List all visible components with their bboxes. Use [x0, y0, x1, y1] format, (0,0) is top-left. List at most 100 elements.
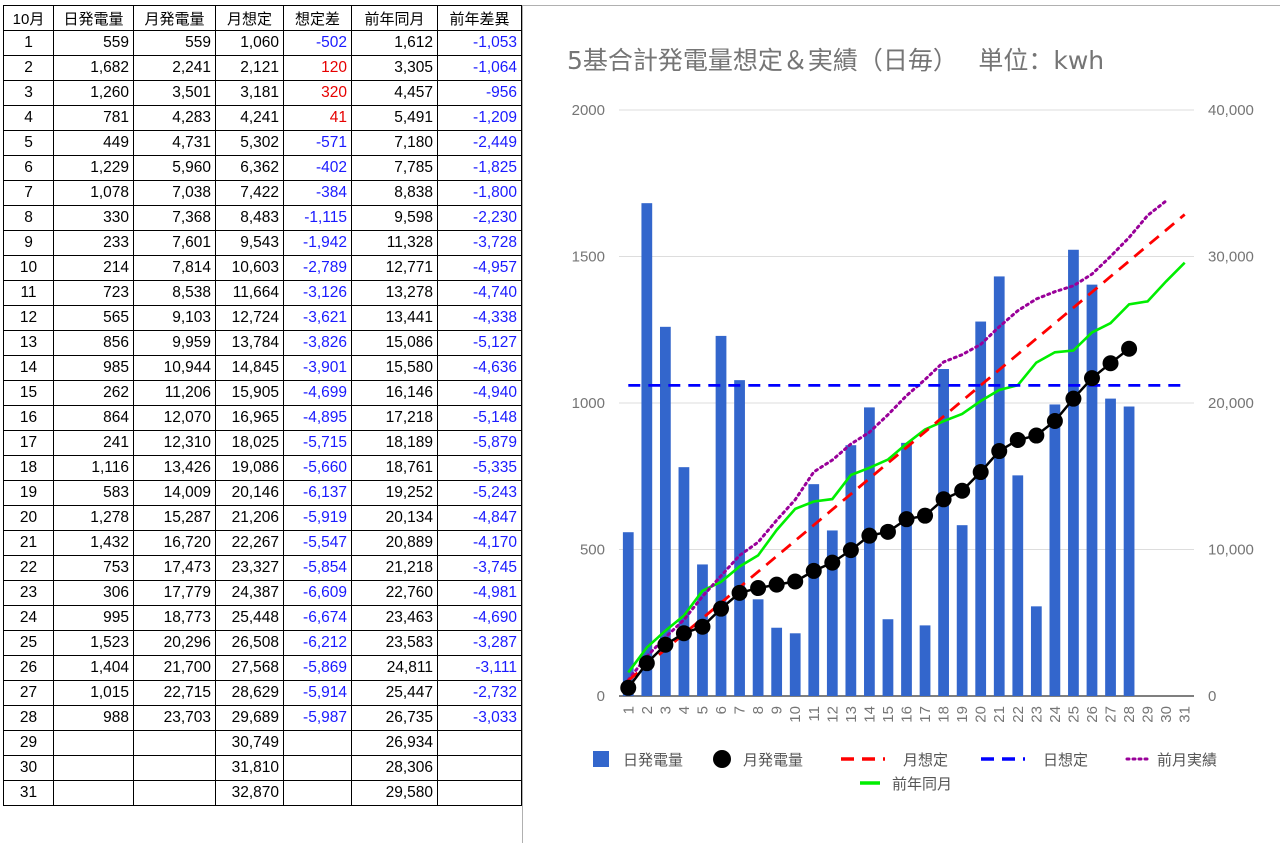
cell-forecast-diff[interactable]: -3,621 — [283, 305, 352, 331]
cell-daily[interactable] — [53, 755, 134, 781]
cell-forecast[interactable]: 21,206 — [215, 505, 284, 531]
cell-forecast[interactable]: 29,689 — [215, 705, 284, 731]
cell-day[interactable]: 3 — [3, 80, 54, 106]
cell-last-year[interactable]: 17,218 — [351, 405, 438, 431]
cell-monthly[interactable]: 16,720 — [133, 530, 216, 556]
cell-last-year[interactable]: 20,889 — [351, 530, 438, 556]
cell-monthly[interactable]: 8,538 — [133, 280, 216, 306]
cell-day[interactable]: 15 — [3, 380, 54, 406]
cell-day[interactable]: 8 — [3, 205, 54, 231]
cell-monthly[interactable]: 22,715 — [133, 680, 216, 706]
cell-last-year-diff[interactable]: -1,800 — [437, 180, 522, 206]
cell-monthly[interactable]: 9,103 — [133, 305, 216, 331]
cell-last-year[interactable]: 28,306 — [351, 755, 438, 781]
cell-last-year[interactable]: 29,580 — [351, 780, 438, 806]
cell-last-year[interactable]: 13,278 — [351, 280, 438, 306]
cell-last-year-diff[interactable]: -1,209 — [437, 105, 522, 131]
cell-last-year-diff[interactable]: -5,148 — [437, 405, 522, 431]
cell-forecast[interactable]: 16,965 — [215, 405, 284, 431]
cell-forecast[interactable]: 22,267 — [215, 530, 284, 556]
cell-daily[interactable]: 995 — [53, 605, 134, 631]
cell-last-year-diff[interactable]: -3,728 — [437, 230, 522, 256]
cell-forecast-diff[interactable]: -5,547 — [283, 530, 352, 556]
header-month[interactable]: 10月 — [3, 5, 54, 31]
cell-last-year-diff[interactable] — [437, 780, 522, 806]
cell-forecast-diff[interactable] — [283, 780, 352, 806]
cell-last-year-diff[interactable]: -4,636 — [437, 355, 522, 381]
cell-last-year-diff[interactable]: -956 — [437, 80, 522, 106]
cell-daily[interactable] — [53, 730, 134, 756]
cell-day[interactable]: 9 — [3, 230, 54, 256]
cell-day[interactable]: 19 — [3, 480, 54, 506]
cell-day[interactable]: 28 — [3, 705, 54, 731]
cell-monthly[interactable]: 12,070 — [133, 405, 216, 431]
cell-last-year[interactable]: 26,735 — [351, 705, 438, 731]
cell-forecast[interactable]: 2,121 — [215, 55, 284, 81]
cell-daily[interactable]: 214 — [53, 255, 134, 281]
cell-day[interactable]: 16 — [3, 405, 54, 431]
cell-monthly[interactable]: 2,241 — [133, 55, 216, 81]
cell-forecast[interactable]: 1,060 — [215, 30, 284, 56]
cell-daily[interactable]: 985 — [53, 355, 134, 381]
cell-daily[interactable]: 723 — [53, 280, 134, 306]
cell-last-year[interactable]: 21,218 — [351, 555, 438, 581]
cell-last-year[interactable]: 7,180 — [351, 130, 438, 156]
cell-daily[interactable]: 1,078 — [53, 180, 134, 206]
cell-forecast-diff[interactable]: 41 — [283, 105, 352, 131]
cell-forecast[interactable]: 14,845 — [215, 355, 284, 381]
cell-forecast-diff[interactable] — [283, 730, 352, 756]
cell-forecast-diff[interactable]: -5,919 — [283, 505, 352, 531]
cell-forecast-diff[interactable] — [283, 755, 352, 781]
cell-day[interactable]: 17 — [3, 430, 54, 456]
cell-forecast-diff[interactable]: -5,914 — [283, 680, 352, 706]
cell-monthly[interactable]: 7,601 — [133, 230, 216, 256]
cell-forecast-diff[interactable]: -1,115 — [283, 205, 352, 231]
cell-day[interactable]: 2 — [3, 55, 54, 81]
cell-daily[interactable]: 1,015 — [53, 680, 134, 706]
cell-forecast[interactable]: 31,810 — [215, 755, 284, 781]
cell-daily[interactable]: 565 — [53, 305, 134, 331]
cell-monthly[interactable]: 15,287 — [133, 505, 216, 531]
cell-last-year[interactable]: 19,252 — [351, 480, 438, 506]
cell-day[interactable]: 6 — [3, 155, 54, 181]
cell-forecast[interactable]: 12,724 — [215, 305, 284, 331]
cell-forecast-diff[interactable]: -5,715 — [283, 430, 352, 456]
cell-day[interactable]: 1 — [3, 30, 54, 56]
cell-daily[interactable]: 988 — [53, 705, 134, 731]
cell-forecast[interactable]: 15,905 — [215, 380, 284, 406]
cell-day[interactable]: 31 — [3, 780, 54, 806]
cell-forecast-diff[interactable]: 320 — [283, 80, 352, 106]
cell-last-year[interactable]: 20,134 — [351, 505, 438, 531]
cell-day[interactable]: 12 — [3, 305, 54, 331]
cell-forecast[interactable]: 25,448 — [215, 605, 284, 631]
cell-last-year-diff[interactable]: -3,033 — [437, 705, 522, 731]
cell-forecast[interactable]: 7,422 — [215, 180, 284, 206]
cell-forecast[interactable]: 8,483 — [215, 205, 284, 231]
cell-monthly[interactable]: 559 — [133, 30, 216, 56]
cell-forecast-diff[interactable]: -6,137 — [283, 480, 352, 506]
cell-day[interactable]: 13 — [3, 330, 54, 356]
cell-monthly[interactable]: 17,779 — [133, 580, 216, 606]
cell-daily[interactable]: 1,278 — [53, 505, 134, 531]
cell-monthly[interactable]: 7,368 — [133, 205, 216, 231]
cell-forecast-diff[interactable]: -4,699 — [283, 380, 352, 406]
cell-daily[interactable]: 1,523 — [53, 630, 134, 656]
cell-forecast-diff[interactable]: -4,895 — [283, 405, 352, 431]
cell-last-year[interactable]: 26,934 — [351, 730, 438, 756]
cell-forecast[interactable]: 18,025 — [215, 430, 284, 456]
cell-forecast-diff[interactable]: -384 — [283, 180, 352, 206]
cell-last-year-diff[interactable]: -1,825 — [437, 155, 522, 181]
cell-daily[interactable]: 559 — [53, 30, 134, 56]
cell-daily[interactable]: 781 — [53, 105, 134, 131]
cell-day[interactable]: 27 — [3, 680, 54, 706]
cell-last-year-diff[interactable]: -5,335 — [437, 455, 522, 481]
cell-day[interactable]: 10 — [3, 255, 54, 281]
cell-monthly[interactable]: 7,814 — [133, 255, 216, 281]
cell-last-year-diff[interactable]: -3,745 — [437, 555, 522, 581]
cell-last-year-diff[interactable]: -2,732 — [437, 680, 522, 706]
cell-last-year-diff[interactable]: -5,127 — [437, 330, 522, 356]
cell-forecast-diff[interactable]: -6,674 — [283, 605, 352, 631]
cell-last-year[interactable]: 23,463 — [351, 605, 438, 631]
cell-monthly[interactable] — [133, 780, 216, 806]
cell-last-year-diff[interactable]: -4,170 — [437, 530, 522, 556]
